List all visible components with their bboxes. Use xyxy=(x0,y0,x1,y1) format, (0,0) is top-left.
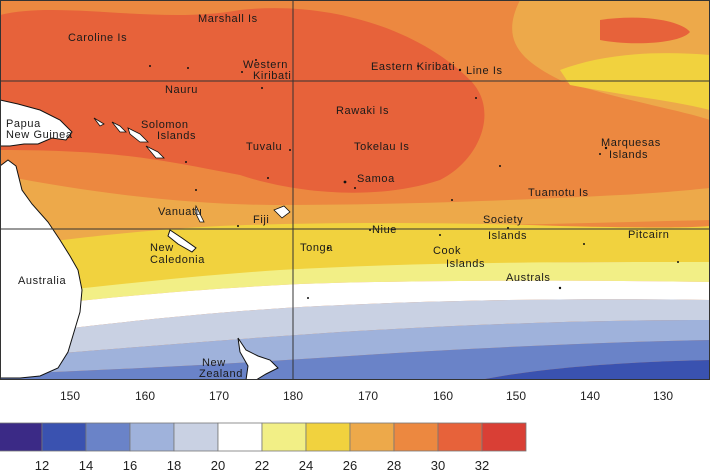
colorbar-swatch xyxy=(305,422,351,452)
label-western-kiribati-line2: Kiribati xyxy=(253,70,291,82)
label-tonga: Tonga xyxy=(300,242,333,254)
colorbar-swatch xyxy=(261,422,307,452)
label-society-line2: Islands xyxy=(488,230,527,242)
longitude-axis: 150 160 170 180 170 160 150 140 130 xyxy=(60,389,673,403)
longitude-tick: 140 xyxy=(580,389,600,403)
colorbar-swatch xyxy=(41,422,87,452)
colorbar-swatch xyxy=(0,422,43,452)
colorbar-swatch xyxy=(349,422,395,452)
longitude-tick: 170 xyxy=(358,389,378,403)
label-marquesas-line1: Marquesas xyxy=(601,137,661,149)
label-line-islands: Line Is xyxy=(466,65,503,77)
label-caroline-islands: Caroline Is xyxy=(68,32,127,44)
label-rawaki-islands: Rawaki Is xyxy=(336,105,389,117)
longitude-tick: 160 xyxy=(433,389,453,403)
colorbar-swatch xyxy=(437,422,483,452)
label-pitcairn: Pitcairn xyxy=(628,229,669,241)
label-solomon-line1: Solomon xyxy=(141,119,189,131)
colorbar-swatch xyxy=(481,422,527,452)
label-tokelau-islands: Tokelau Is xyxy=(354,141,410,153)
colorbar-tick-label: 24 xyxy=(299,458,313,473)
label-new-caledonia-line2: Caledonia xyxy=(150,254,205,266)
label-new-zealand-line1: New xyxy=(202,357,226,369)
label-society-line1: Society xyxy=(483,214,523,226)
colorbar-tick-label: 16 xyxy=(123,458,137,473)
colorbar-swatch xyxy=(393,422,439,452)
label-papua-line1: Papua xyxy=(6,118,41,130)
colorbar-tick-label: 32 xyxy=(475,458,489,473)
colorbar-tick-label: 20 xyxy=(211,458,225,473)
label-cook-line2: Islands xyxy=(446,258,485,270)
temperature-colorbar: 12 14 16 18 20 22 24 26 28 30 32 xyxy=(0,422,527,473)
label-png-line2: New Guinea xyxy=(6,129,73,141)
label-western-kiribati-line1: Western xyxy=(243,59,288,71)
longitude-tick: 150 xyxy=(506,389,526,403)
colorbar-tick-label: 12 xyxy=(35,458,49,473)
longitude-tick: 180 xyxy=(283,389,303,403)
colorbar-tick-label: 28 xyxy=(387,458,401,473)
label-vanuatu: Vanuatu xyxy=(158,206,202,218)
label-australs: Australs xyxy=(506,272,551,284)
longitude-tick: 130 xyxy=(653,389,673,403)
label-new-caledonia-line1: New xyxy=(150,242,174,254)
label-marquesas-line2: Islands xyxy=(609,149,648,161)
label-nauru: Nauru xyxy=(165,84,198,96)
label-tuvalu: Tuvalu xyxy=(246,141,282,153)
label-niue: Niue xyxy=(372,224,397,236)
colorbar-tick-label: 14 xyxy=(79,458,93,473)
colorbar-tick-label: 30 xyxy=(431,458,445,473)
label-solomon-line2: Islands xyxy=(157,130,196,142)
label-fiji: Fiji xyxy=(253,214,269,226)
label-marshall-islands: Marshall Is xyxy=(198,13,258,25)
label-cook-line1: Cook xyxy=(433,245,461,257)
colorbar-swatch xyxy=(85,422,131,452)
label-australia: Australia xyxy=(18,275,66,287)
colorbar-tick-label: 26 xyxy=(343,458,357,473)
longitude-tick: 160 xyxy=(135,389,155,403)
place-labels: Marshall Is Caroline Is Western Kiribati… xyxy=(6,13,669,380)
longitude-tick: 170 xyxy=(209,389,229,403)
label-new-zealand-line2: Zealand xyxy=(199,368,243,380)
label-samoa: Samoa xyxy=(357,173,395,185)
temperature-bands xyxy=(0,0,710,380)
longitude-tick: 150 xyxy=(60,389,80,403)
label-eastern-kiribati: Eastern Kiribati xyxy=(371,61,455,73)
colorbar-tick-label: 22 xyxy=(255,458,269,473)
colorbar-tick-label: 18 xyxy=(167,458,181,473)
label-tuamotu-islands: Tuamotu Is xyxy=(528,187,589,199)
colorbar-swatch xyxy=(129,422,175,452)
colorbar-swatch xyxy=(173,422,219,452)
colorbar-swatch xyxy=(217,422,263,452)
